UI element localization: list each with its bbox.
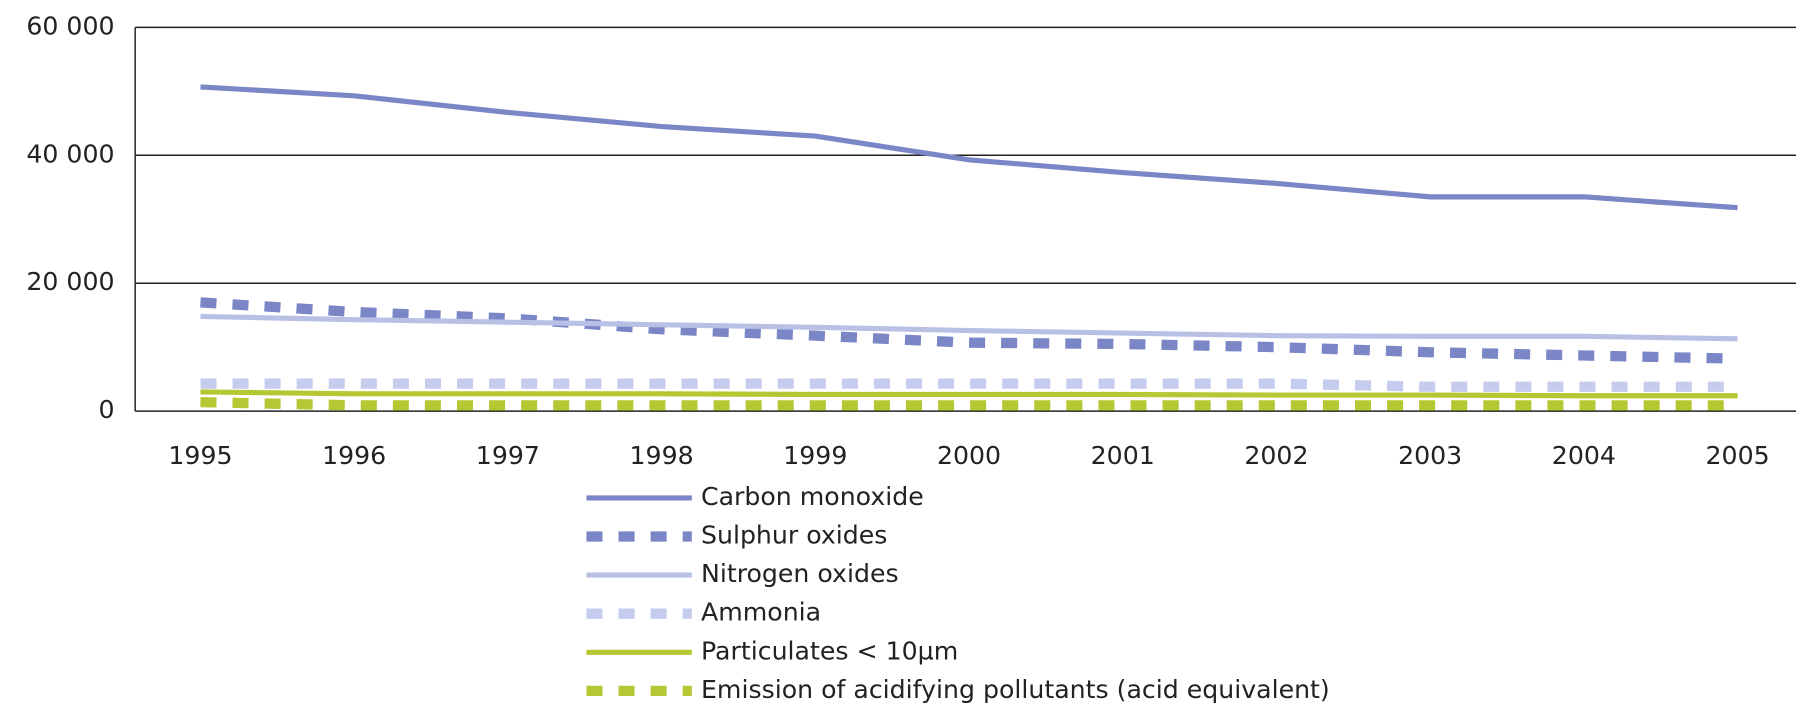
legend-label: Emission of acidifying pollutants (acid … — [701, 675, 1330, 704]
x-tick-label: 1998 — [630, 441, 694, 470]
x-tick-label: 2002 — [1244, 441, 1308, 470]
legend-label: Particulates < 10µm — [701, 636, 958, 665]
y-tick-label: 0 — [99, 395, 115, 424]
x-tick-label: 1997 — [476, 441, 540, 470]
legend-label: Sulphur oxides — [701, 521, 887, 550]
x-tick-label: 2003 — [1398, 441, 1462, 470]
x-tick-label: 2000 — [937, 441, 1001, 470]
y-tick-label: 60 000 — [26, 11, 114, 40]
x-tick-label: 1995 — [168, 441, 232, 470]
x-tick-label: 1996 — [322, 441, 386, 470]
series-line — [200, 84, 1738, 211]
legend-label: Carbon monoxide — [701, 482, 924, 511]
legend-label: Ammonia — [701, 598, 821, 627]
series-line — [200, 378, 1738, 392]
y-tick-label: 20 000 — [26, 267, 114, 296]
series-line — [200, 313, 1738, 342]
x-tick-label: 1999 — [783, 441, 847, 470]
series-line — [200, 397, 1738, 411]
series-line — [200, 297, 1738, 364]
x-tick-label: 2005 — [1706, 441, 1770, 470]
series-line — [200, 389, 1738, 399]
legend-label: Nitrogen oxides — [701, 559, 899, 588]
y-tick-label: 40 000 — [26, 139, 114, 168]
x-tick-label: 2001 — [1091, 441, 1155, 470]
x-tick-label: 2004 — [1552, 441, 1616, 470]
